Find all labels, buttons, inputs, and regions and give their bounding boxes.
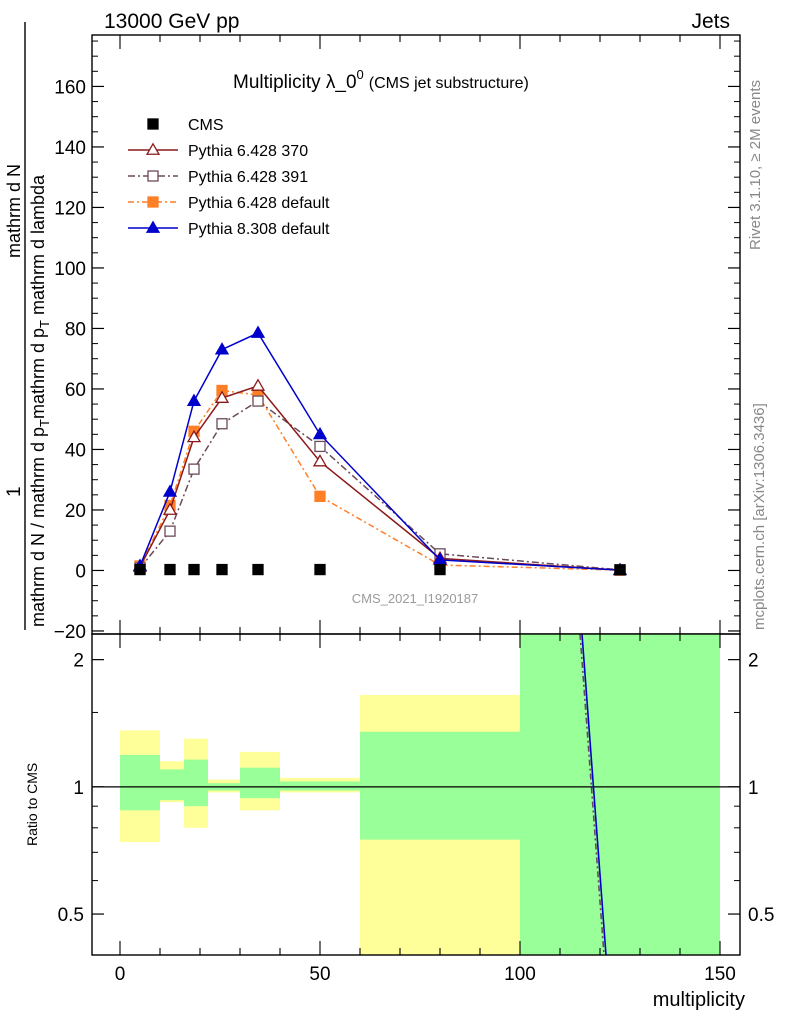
legend: CMS Pythia 6.428 370 Pythia 6.428 391 Pythi… (128, 117, 330, 238)
series-line (139, 400, 621, 571)
series-pythia-6-428-391 (134, 395, 626, 576)
legend-label: Pythia 8.308 default (188, 221, 330, 238)
ratio-band-inner (120, 754, 160, 811)
legend-label: Pythia 6.428 default (188, 195, 330, 212)
series-pythia-6-428-default (134, 384, 626, 576)
ratio-band-inner (520, 634, 720, 955)
ratio-y-tick-label: 1 (73, 778, 84, 799)
ratio-band-inner (160, 769, 184, 801)
x-tick-label: 0 (115, 964, 126, 985)
data-point (216, 418, 228, 430)
data-point (164, 563, 176, 576)
ratio-plot-frame (91, 633, 741, 956)
legend-marker (145, 142, 161, 155)
legend-marker (145, 220, 161, 233)
ratio-y-tick-label: 2 (748, 651, 759, 672)
x-tick-label: 150 (704, 964, 736, 985)
data-point (214, 342, 230, 355)
ratio-band-inner (360, 731, 520, 840)
ratio-curve (581, 633, 607, 956)
watermark: CMS_2021_I1920187 (352, 591, 479, 606)
ylabel-fraction-top: mathrm d N (4, 164, 24, 258)
x-tick-label: 50 (309, 964, 330, 985)
y-tick-label: 120 (54, 198, 86, 219)
ratio-y-tick-label: 2 (73, 651, 84, 672)
ratio-band-inner (280, 781, 360, 791)
series-pythia-6-428-370 (132, 378, 628, 576)
plot-title-main: Multiplicity λ_0 (233, 72, 357, 93)
legend-entry: Pythia 6.428 391 (128, 169, 308, 186)
data-point (252, 563, 264, 576)
data-point (216, 563, 228, 576)
series-line (139, 385, 621, 571)
plot-title-superscript: 0 (357, 67, 364, 82)
legend-label: Pythia 6.428 391 (188, 169, 308, 186)
series-line (139, 389, 621, 571)
y-tick-label: 20 (65, 501, 86, 522)
data-point (186, 429, 202, 443)
y-tick-label: 0 (75, 561, 86, 582)
data-point (312, 426, 328, 440)
ratio-y-tick-label: 0.5 (748, 905, 774, 926)
ylabel-fraction-bottom: mathrm d N / mathrm d pTmathrm d pT math… (28, 174, 52, 627)
y-tick-label: −20 (54, 622, 86, 643)
ratio-y-label: Ratio to CMS (24, 763, 40, 846)
ratio-band-inner (184, 759, 208, 807)
ratio-y-tick-label: 0.5 (58, 905, 84, 926)
main-y-label: 1 mathrm d N mathrm d N / mathrm d pTmat… (4, 22, 52, 630)
y-tick-label: 80 (65, 319, 86, 340)
series-cms (134, 563, 626, 576)
ylabel-numerator: 1 (4, 486, 25, 497)
data-point (250, 325, 266, 338)
data-point (134, 563, 146, 576)
series-line (139, 332, 621, 571)
y-tick-label: 140 (54, 138, 86, 159)
plot-title-sub: (CMS jet substructure) (369, 75, 529, 92)
mcplots-label: mcplots.cern.ch [arXiv:1306.3436] (751, 403, 768, 630)
legend-marker (147, 170, 159, 182)
data-point (252, 395, 264, 407)
data-point (614, 564, 626, 576)
data-point (162, 484, 178, 497)
header-left: 13000 GeV pp (104, 10, 239, 33)
legend-entry: CMS (147, 117, 224, 134)
data-point (312, 454, 328, 467)
data-point (314, 490, 326, 503)
data-point (314, 440, 326, 453)
ratio-curve (579, 633, 605, 956)
plot-title: Multiplicity λ_00 (CMS jet substructure) (233, 67, 529, 93)
data-point (186, 393, 202, 406)
legend-label: CMS (188, 117, 224, 134)
data-point (314, 563, 326, 576)
y-tick-label: 100 (54, 259, 86, 280)
legend-entry: Pythia 8.308 default (128, 220, 330, 238)
legend-marker (147, 118, 159, 130)
data-point (250, 378, 266, 391)
rivet-label: Rivet 3.1.10, ≥ 2M events (747, 80, 764, 250)
ratio-band-inner (240, 767, 280, 799)
data-point (188, 563, 200, 576)
legend-label: Pythia 6.428 370 (188, 143, 308, 160)
data-point (164, 525, 176, 537)
legend-entry: Pythia 6.428 370 (128, 142, 308, 160)
x-tick-label: 100 (504, 964, 536, 985)
y-tick-label: 60 (65, 380, 86, 401)
ratio-y-tick-label: 1 (748, 778, 759, 799)
data-point (434, 563, 446, 576)
legend-marker (147, 196, 159, 208)
header-right: Jets (691, 10, 730, 33)
y-tick-label: 40 (65, 440, 86, 461)
data-point (162, 502, 178, 515)
data-point (214, 390, 230, 403)
y-tick-label: 160 (54, 77, 86, 98)
legend-entry: Pythia 6.428 default (128, 195, 330, 212)
data-point (188, 463, 200, 475)
series-pythia-8-308-default (132, 325, 628, 576)
x-axis-label: multiplicity (653, 989, 745, 1011)
